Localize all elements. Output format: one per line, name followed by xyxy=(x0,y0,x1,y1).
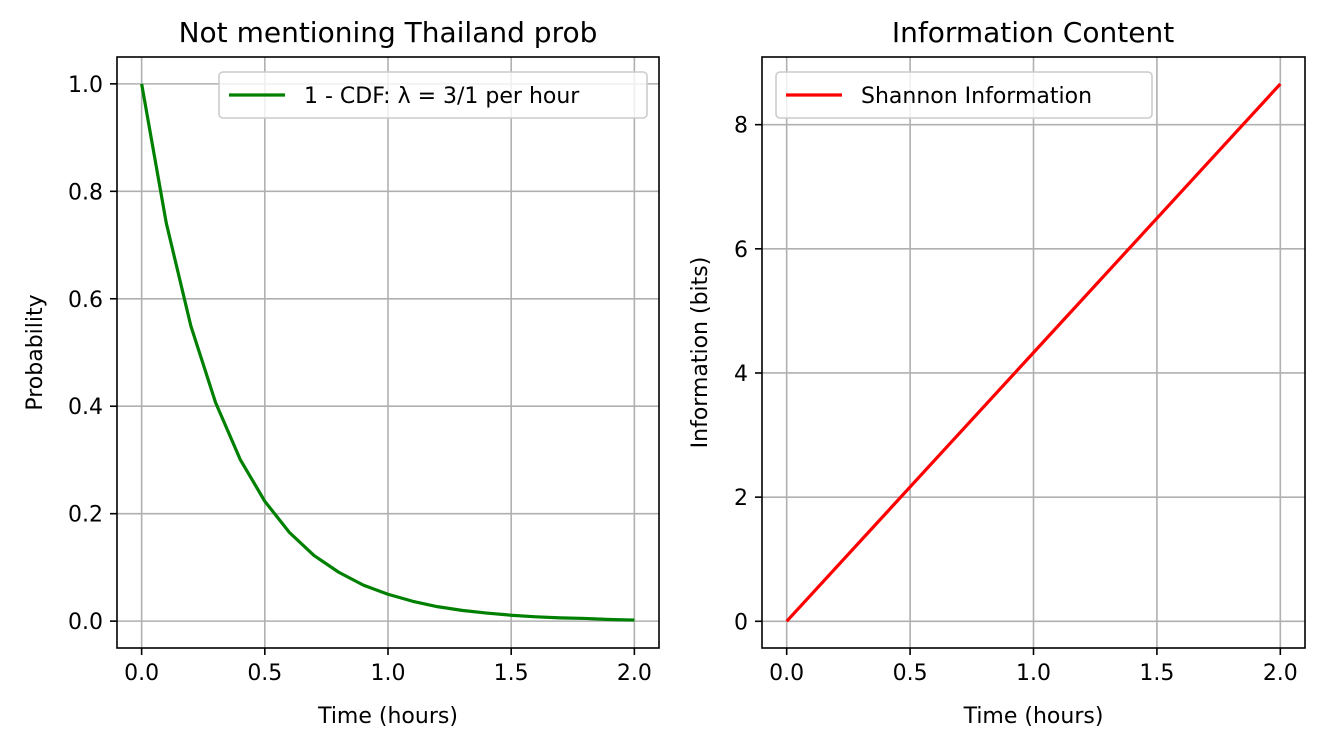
x-tick-label: 2.0 xyxy=(617,661,652,686)
y-tick-label: 1.0 xyxy=(68,73,103,98)
y-tick-label: 0.8 xyxy=(68,180,103,205)
x-tick-label: 0.5 xyxy=(247,661,282,686)
y-tick-label: 0.2 xyxy=(68,503,103,528)
x-axis-label: Time (hours) xyxy=(317,704,458,729)
series-line-1 xyxy=(785,82,1282,623)
y-tick-label: 6 xyxy=(734,238,748,263)
x-axis-label: Time (hours) xyxy=(963,704,1104,729)
legend-label: Shannon Information xyxy=(861,84,1092,109)
x-tick-label: 2.0 xyxy=(1263,661,1298,686)
x-tick-label: 0.0 xyxy=(769,661,804,686)
y-tick-label: 0.6 xyxy=(68,288,103,313)
legend: 1 - CDF: λ = 3/1 per hour xyxy=(218,71,648,119)
y-tick-label: 2 xyxy=(734,486,748,511)
subplot-2: 0.0 0.5 1.0 1.5 2.0 0 2 4 6 8 Information Content T… xyxy=(688,16,1306,729)
y-tick-label: 0.0 xyxy=(68,610,103,635)
x-tick-label: 1.0 xyxy=(371,661,406,686)
y-tick-label: 4 xyxy=(734,362,748,387)
y-tick-label: 0.4 xyxy=(68,395,103,420)
legend-box xyxy=(775,71,1153,119)
x-tick-label: 0.5 xyxy=(893,661,928,686)
legend: Shannon Information xyxy=(775,71,1153,119)
y-tick-label: 0 xyxy=(734,610,748,635)
y-axis-label: Information (bits) xyxy=(688,257,713,449)
x-tick-label: 1.0 xyxy=(1016,661,1051,686)
series-line-1 xyxy=(140,83,635,622)
y-axis-label: Probability xyxy=(23,294,48,410)
x-tick-label: 1.5 xyxy=(494,661,529,686)
subplot-1: 0.0 0.5 1.0 1.5 2.0 0.0 0.2 0.4 0.6 0.8 1.0 Not men… xyxy=(23,16,660,729)
y-tick-label: 8 xyxy=(734,114,748,139)
x-tick-label: 0.0 xyxy=(124,661,159,686)
legend-box xyxy=(218,71,648,119)
chart-title: Information Content xyxy=(892,16,1174,49)
chart-title: Not mentioning Thailand prob xyxy=(179,16,598,49)
legend-label: 1 - CDF: λ = 3/1 per hour xyxy=(304,84,580,109)
x-tick-label: 1.5 xyxy=(1139,661,1174,686)
